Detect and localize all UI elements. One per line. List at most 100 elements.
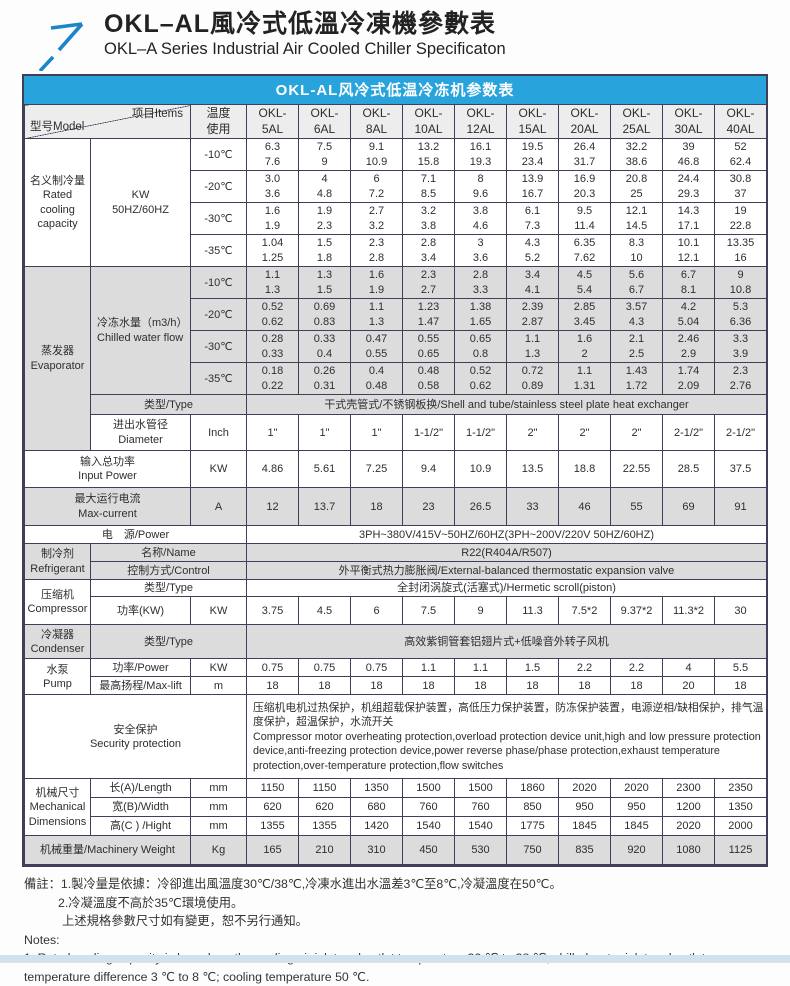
table-cell: 0.33 0.4 bbox=[298, 330, 351, 364]
table-cell: 4.86 bbox=[246, 450, 299, 489]
table-cell: 1420 bbox=[350, 816, 403, 837]
table-cell: 18 bbox=[350, 676, 403, 696]
unit-label: KW 50HZ/60HZ bbox=[90, 138, 191, 268]
table-cell: 9.5 11.4 bbox=[558, 202, 611, 236]
table-cell: 18.8 bbox=[558, 450, 611, 489]
table-cell: KW bbox=[190, 658, 247, 678]
table-cell: 16.1 19.3 bbox=[454, 138, 507, 172]
table-cell: 9.37*2 bbox=[610, 596, 663, 626]
table-cell: 1-1/2" bbox=[454, 414, 507, 452]
table-cell: 2.2 bbox=[558, 658, 611, 678]
table-cell: 0.52 0.62 bbox=[454, 362, 507, 396]
security-protection-value: 压缩机电机过热保护，机组超载保护装置，高低压力保护装置，防冻保护装置，电源逆相/… bbox=[246, 694, 767, 780]
table-cell: 9.1 10.9 bbox=[350, 138, 403, 172]
section-pump: 水泵 Pump bbox=[24, 658, 91, 696]
table-cell: 23 bbox=[402, 487, 455, 527]
table-cell: 2-1/2" bbox=[662, 414, 715, 452]
table-cell: 1150 bbox=[246, 778, 299, 799]
table-cell: 950 bbox=[610, 797, 663, 818]
table-cell: 13.5 bbox=[506, 450, 559, 489]
table-cell: 18 bbox=[558, 676, 611, 696]
table-cell: 0.48 0.58 bbox=[402, 362, 455, 396]
table-cell: 0.28 0.33 bbox=[246, 330, 299, 364]
table-cell: 0.4 0.48 bbox=[350, 362, 403, 396]
table-cell: 1355 bbox=[246, 816, 299, 837]
table-cell: KW bbox=[190, 596, 247, 626]
table-cell: 30 bbox=[714, 596, 767, 626]
model-header: OKL- 5AL bbox=[246, 103, 299, 140]
table-cell: 2" bbox=[610, 414, 663, 452]
refrigerant-name-value: R22(R404A/R507) bbox=[246, 543, 767, 563]
notes-section: 備註：1.製冷量是依據：冷卻進出風溫度30℃/38℃,冷凍水進出水溫差3℃至8℃… bbox=[24, 875, 766, 986]
table-cell: 0.55 0.65 bbox=[402, 330, 455, 364]
model-header: OKL- 20AL bbox=[558, 103, 611, 140]
table-cell: 1.1 1.31 bbox=[558, 362, 611, 396]
table-cell: 1-1/2" bbox=[402, 414, 455, 452]
evaporator-type-value: 干式壳管式/不锈钢板换/Shell and tube/stainless ste… bbox=[246, 394, 767, 416]
table-cell: 2.2 bbox=[610, 658, 663, 678]
table-cell: 2.8 3.3 bbox=[454, 266, 507, 300]
table-cell: 0.75 bbox=[246, 658, 299, 678]
table-cell: 30.8 37 bbox=[714, 170, 767, 204]
table-cell: 6 bbox=[350, 596, 403, 626]
model-header: OKL- 40AL bbox=[714, 103, 767, 140]
table-cell: 1080 bbox=[662, 835, 715, 866]
table-cell: 控制方式/Control bbox=[90, 561, 247, 581]
table-cell: 18 bbox=[714, 676, 767, 696]
table-cell: 6 7.2 bbox=[350, 170, 403, 204]
section-rated-cooling: 名义制冷量 Rated cooling capacity bbox=[24, 138, 91, 268]
table-cell: 1.74 2.09 bbox=[662, 362, 715, 396]
table-cell: 长(A)/Length bbox=[90, 778, 191, 799]
table-cell: 0.52 0.62 bbox=[246, 298, 299, 332]
table-cell: 4 4.8 bbox=[298, 170, 351, 204]
table-cell: 1500 bbox=[454, 778, 507, 799]
table-cell: 310 bbox=[350, 835, 403, 866]
table-cell: 6.3 7.6 bbox=[246, 138, 299, 172]
table-cell: 760 bbox=[402, 797, 455, 818]
table-cell: 1845 bbox=[558, 816, 611, 837]
table-cell: 20 bbox=[662, 676, 715, 696]
table-cell: -20℃ bbox=[190, 298, 247, 332]
table-cell: 2" bbox=[558, 414, 611, 452]
table-cell: m bbox=[190, 676, 247, 696]
table-cell: 1860 bbox=[506, 778, 559, 799]
table-cell: 0.69 0.83 bbox=[298, 298, 351, 332]
arrow-logo-icon bbox=[38, 22, 84, 71]
table-cell: mm bbox=[190, 778, 247, 799]
table-cell: 0.72 0.89 bbox=[506, 362, 559, 396]
table-cell: -20℃ bbox=[190, 170, 247, 204]
table-cell: 18 bbox=[454, 676, 507, 696]
table-cell: 22.55 bbox=[610, 450, 663, 489]
table-cell: 宽(B)/Width bbox=[90, 797, 191, 818]
table-cell: -10℃ bbox=[190, 266, 247, 300]
table-cell: 1.3 1.5 bbox=[298, 266, 351, 300]
condenser-type-value: 高效紫铜管套铝翅片式+低噪音外转子风机 bbox=[246, 624, 767, 660]
table-cell: 2.85 3.45 bbox=[558, 298, 611, 332]
table-cell: 13.35 16 bbox=[714, 234, 767, 268]
table-cell: 7.25 bbox=[350, 450, 403, 489]
table-cell: 2.8 3.4 bbox=[402, 234, 455, 268]
machinery-weight-label: 机械重量/Machinery Weight bbox=[24, 835, 191, 866]
table-cell: 620 bbox=[298, 797, 351, 818]
section-security-protection: 安全保护 Security protection bbox=[24, 694, 247, 780]
table-cell: 7.5*2 bbox=[558, 596, 611, 626]
table-cell: 5.5 bbox=[714, 658, 767, 678]
table-cell: 1" bbox=[350, 414, 403, 452]
table-cell: 1.5 bbox=[506, 658, 559, 678]
section-refrigerant: 制冷剂 Refrigerant bbox=[24, 543, 91, 581]
compressor-type-value: 全封闭涡旋式(活塞式)/Hermetic scroll(piston) bbox=[246, 579, 767, 598]
table-cell: 52 62.4 bbox=[714, 138, 767, 172]
page-title-zh: OKL–AL風冷式低溫冷凍機參數表 bbox=[104, 10, 497, 38]
spec-table-block: OKL-AL风冷式低温冷冻机参数表 项目Items 型号Model 温度 使用 OKL-… bbox=[22, 74, 768, 868]
table-cell: 最高扬程/Max-lift bbox=[90, 676, 191, 696]
table-cell: 0.18 0.22 bbox=[246, 362, 299, 396]
table-cell: 1150 bbox=[298, 778, 351, 799]
table-cell: 18 bbox=[402, 676, 455, 696]
table-cell: 1350 bbox=[350, 778, 403, 799]
table-banner-title: OKL-AL风冷式低温冷冻机参数表 bbox=[24, 76, 766, 104]
input-power-label: 输入总功率 Input Power bbox=[24, 450, 191, 489]
table-cell: 1" bbox=[246, 414, 299, 452]
table-cell: 3.8 4.6 bbox=[454, 202, 507, 236]
table-cell: 12.1 14.5 bbox=[610, 202, 663, 236]
model-header: OKL- 10AL bbox=[402, 103, 455, 140]
